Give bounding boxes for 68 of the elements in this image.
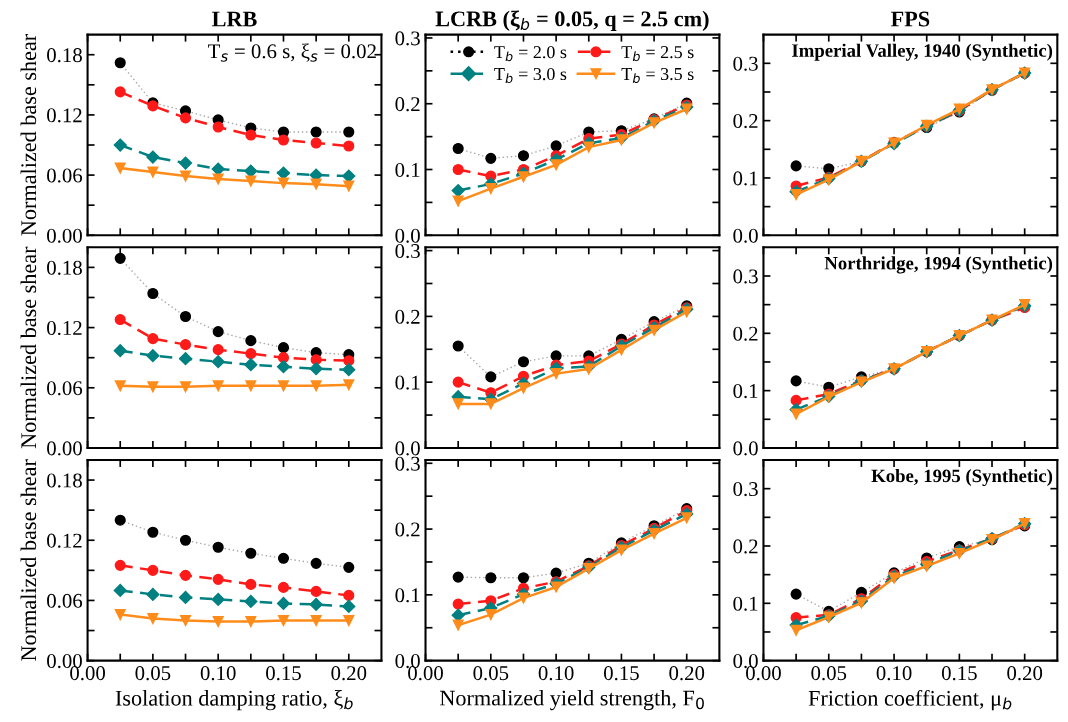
y-tick-label: 0.0 [395, 228, 420, 243]
x-tick-label: 0.15 [941, 666, 977, 681]
y-tick-label: 0.18 [47, 260, 82, 275]
y-tick-label: 0.1 [395, 588, 420, 603]
chart-title: LRB [212, 11, 257, 27]
y-tick-label: 0.3 [733, 269, 758, 284]
y-tick-label: 0.3 [733, 482, 758, 497]
y-tick-label: 0.2 [733, 539, 758, 554]
y-tick-label: 0.12 [47, 108, 82, 123]
x-axis-title: Friction coefficient, μ$_{b}$ [808, 689, 1012, 711]
legend-label: T$_{b}$ = 2.0 s [494, 46, 567, 62]
x-tick-label: 0.10 [876, 666, 912, 681]
y-tick-label: 0.18 [47, 48, 82, 63]
chart-title: FPS [891, 11, 930, 27]
y-axis-title: Normalized base shear [20, 246, 37, 449]
y-tick-label: 0.06 [47, 593, 83, 608]
y-tick-label: 0.12 [47, 533, 82, 548]
y-tick-label: 0.2 [395, 309, 420, 324]
y-tick-label: 0.06 [47, 168, 83, 183]
y-axis-title: Normalized base shear [20, 33, 37, 236]
y-tick-label: 0.1 [395, 162, 420, 178]
y-tick-label: 0.3 [395, 243, 420, 259]
chart-title: LCRB (ξ$_{b}$ = 0.05, q = 2.5 cm) [435, 10, 709, 31]
y-tick-label: 0.00 [47, 228, 82, 243]
x-axis-title: Isolation damping ratio, ξ$_{b}$ [115, 689, 353, 711]
x-tick-label: 0.20 [669, 666, 705, 681]
legend-label: T$_{b}$ = 3.0 s [494, 67, 567, 84]
annotation: Northridge, 1994 (Synthetic) [824, 256, 1053, 274]
y-tick-label: 0.00 [47, 441, 82, 456]
y-tick-label: 0.0 [395, 654, 420, 669]
annotation: T$_{s}$ = 0.6 s, ξ$_{s}$ = 0.02 [208, 43, 376, 62]
y-tick-label: 0.2 [395, 97, 420, 112]
annotation: Imperial Valley, 1940 (Synthetic) [792, 43, 1053, 61]
y-tick-label: 0.3 [733, 56, 758, 71]
x-tick-label: 0.10 [538, 666, 574, 681]
y-tick-label: 0.12 [47, 320, 82, 336]
y-tick-label: 0.2 [733, 326, 758, 341]
y-tick-label: 0.2 [395, 522, 420, 537]
y-tick-label: 0.0 [395, 441, 420, 456]
y-tick-label: 0.00 [47, 654, 82, 669]
x-tick-label: 0.05 [135, 666, 171, 681]
y-tick-label: 0.0 [733, 441, 758, 456]
annotation: Kobe, 1995 (Synthetic) [871, 469, 1053, 487]
x-tick-label: 0.05 [811, 666, 847, 681]
y-tick-label: 0.0 [733, 654, 758, 669]
x-tick-label: 0.15 [603, 666, 639, 681]
x-tick-label: 0.20 [1007, 666, 1043, 681]
x-tick-label: 0.00 [70, 666, 106, 681]
y-tick-label: 0.0 [733, 228, 758, 243]
x-tick-label: 0.00 [408, 666, 443, 681]
y-tick-label: 0.1 [733, 384, 758, 399]
legend-label: T$_{b}$ = 3.5 s [621, 67, 694, 84]
x-tick-label: 0.10 [200, 666, 236, 681]
y-axis-title: Normalized base shear [20, 459, 37, 661]
legend-label: T$_{b}$ = 2.5 s [621, 46, 694, 62]
y-tick-label: 0.18 [47, 473, 82, 488]
y-tick-label: 0.3 [395, 31, 420, 46]
x-axis-title: Normalized yield strength, F$_{0}$ [439, 689, 704, 711]
y-tick-label: 0.1 [733, 596, 758, 611]
x-tick-label: 0.15 [266, 666, 301, 681]
y-tick-label: 0.06 [47, 381, 83, 396]
y-tick-label: 0.3 [395, 456, 420, 471]
x-tick-label: 0.00 [746, 666, 781, 681]
x-tick-label: 0.05 [473, 666, 509, 681]
y-tick-label: 0.1 [395, 375, 420, 390]
x-tick-label: 0.20 [331, 666, 367, 681]
y-tick-label: 0.1 [733, 171, 758, 186]
y-tick-label: 0.2 [733, 114, 758, 129]
